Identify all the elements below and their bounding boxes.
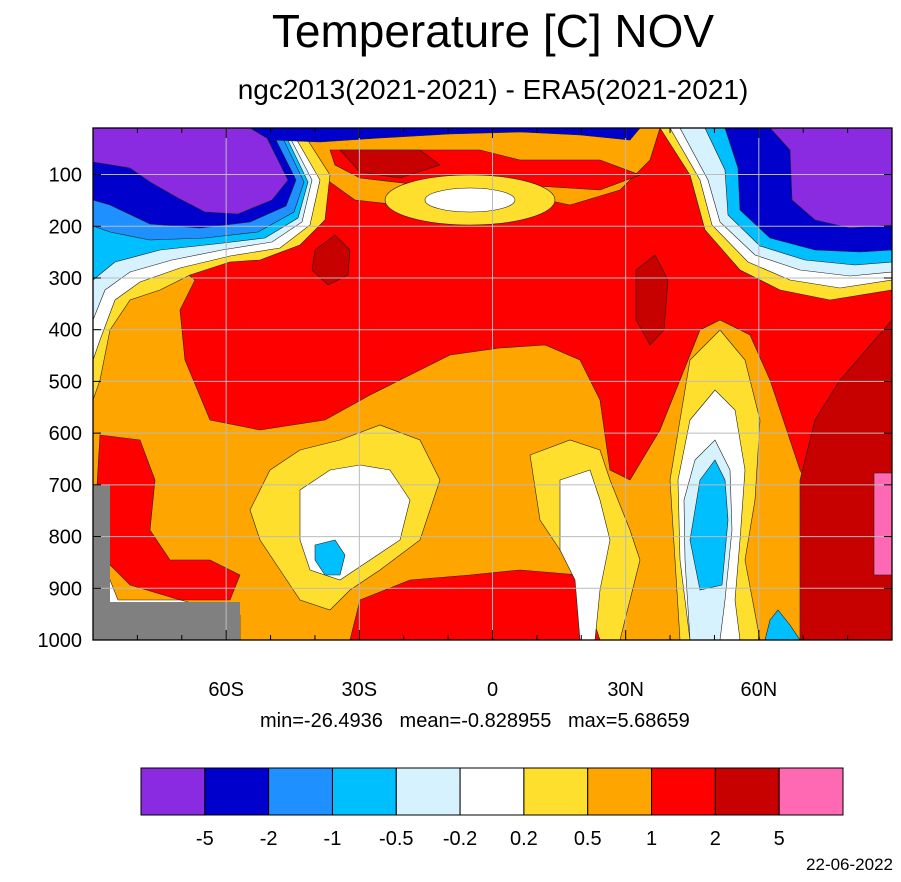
- chart-title: Temperature [C] NOV: [271, 5, 715, 57]
- colorbar-label: 5: [774, 828, 785, 850]
- colorbar-label: -0.2: [443, 828, 477, 850]
- contour-cyan-45n: [689, 459, 729, 591]
- colorbar-swatch-4: [395, 767, 461, 816]
- chart-subtitle: ngc2013(2021-2021) - ERA5(2021-2021): [237, 74, 749, 105]
- colorbar: -5 -2 -1 -0.5 -0.2 0.2 0.5 1 2 5: [140, 767, 844, 850]
- colorbar-swatch-2: [268, 767, 333, 816]
- colorbar-swatch-3: [331, 767, 397, 816]
- date-stamp: 22-06-2022: [806, 855, 893, 874]
- colorbar-label: -5: [196, 828, 214, 850]
- contour-white-center-top: [424, 187, 516, 213]
- colorbar-label: 0.2: [510, 828, 538, 850]
- y-tick-label: 1000: [38, 630, 83, 652]
- x-tick-label: 60N: [740, 679, 777, 701]
- axes: 60S 30S 0 30N 60N 100 200 300 400 500 600 700 800 900…: [38, 127, 893, 701]
- y-tick-label: 600: [49, 423, 82, 445]
- colorbar-swatch-8: [651, 767, 716, 816]
- y-tick-label: 900: [49, 578, 82, 600]
- contour-darkred-30s: [311, 234, 351, 286]
- y-tick-label: 700: [49, 475, 82, 497]
- colorbar-label: 0.5: [574, 828, 602, 850]
- y-tick-label: 800: [49, 527, 82, 549]
- colorbar-label: -2: [260, 828, 278, 850]
- colorbar-label: 1: [646, 828, 657, 850]
- colorbar-swatch-1: [204, 767, 270, 816]
- x-tick-label: 30S: [342, 679, 378, 701]
- contour-navy-top: [248, 127, 641, 143]
- x-tick-label: 30N: [607, 679, 644, 701]
- colorbar-label: 2: [710, 828, 721, 850]
- contour-cyan-30s: [314, 539, 346, 576]
- grid-lines: [93, 128, 892, 641]
- x-tick-label: 60S: [208, 679, 244, 701]
- x-tick-label: 0: [487, 679, 498, 701]
- colorbar-swatch-7: [587, 767, 653, 816]
- colorbar-swatch-6: [523, 767, 589, 816]
- colorbar-swatch-0: [140, 767, 206, 816]
- colorbar-label: -1: [324, 828, 342, 850]
- contour-pink-right: [873, 472, 893, 576]
- colorbar-swatch-10: [778, 767, 844, 816]
- contour-purple-nh: [769, 127, 893, 229]
- y-tick-label: 300: [49, 268, 82, 290]
- missing-data-region: [93, 485, 240, 640]
- y-tick-label: 400: [49, 320, 82, 342]
- colorbar-swatch-9: [714, 767, 780, 816]
- y-tick-label: 500: [49, 371, 82, 393]
- y-tick-label: 100: [49, 165, 82, 187]
- contour-darkred-top: [339, 149, 441, 179]
- stats-text: min=-26.4936 mean=-0.828955 max=5.68659: [260, 710, 690, 732]
- contour-purple-sh: [92, 127, 289, 215]
- colorbar-swatch-5: [459, 767, 525, 816]
- y-tick-label: 200: [49, 216, 82, 238]
- colorbar-label: -0.5: [379, 828, 413, 850]
